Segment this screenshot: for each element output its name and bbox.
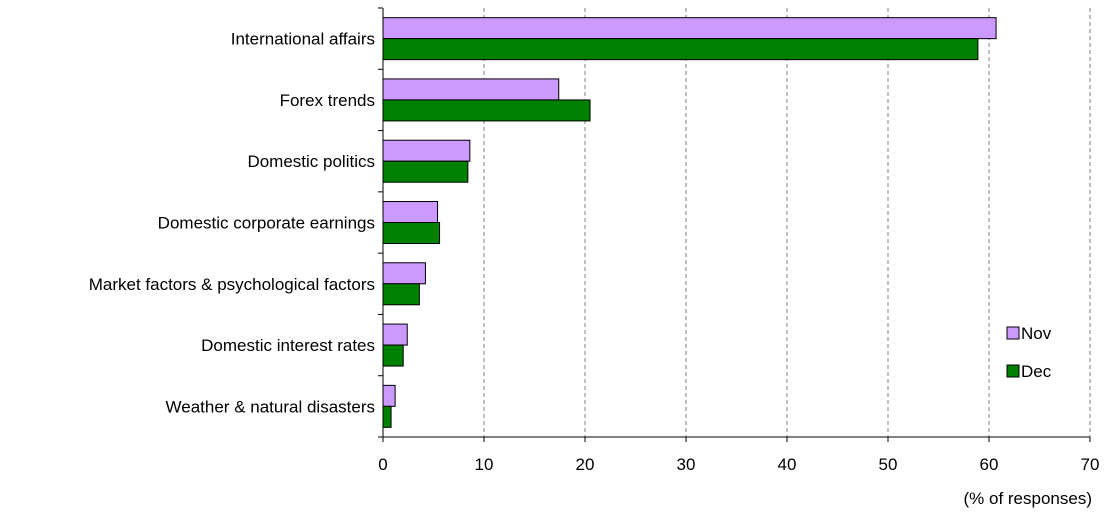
category-label: Forex trends <box>280 91 375 110</box>
category-label: Domestic politics <box>247 152 375 171</box>
bar-dec <box>382 160 469 183</box>
legend: Nov Dec <box>1006 324 1052 381</box>
x-tick-label: 30 <box>677 455 696 474</box>
bar-dec <box>382 344 404 367</box>
x-tick-label: 40 <box>778 455 797 474</box>
bar-dec <box>382 222 441 244</box>
bar-dec <box>382 405 392 428</box>
legend-swatch-dec <box>1006 364 1020 378</box>
x-tick-label: 0 <box>378 455 387 474</box>
x-axis-title: (% of responses) <box>964 489 1093 508</box>
x-tick-labels: 0 10 20 30 40 50 60 70 <box>378 455 1099 474</box>
bar-nov <box>382 78 560 101</box>
category-label: Domestic corporate earnings <box>158 214 375 233</box>
category-label: Domestic interest rates <box>201 336 375 355</box>
bar-dec <box>382 99 591 122</box>
bar-nov <box>382 262 426 285</box>
axes <box>378 7 1091 442</box>
bar-nov <box>382 384 396 407</box>
category-label: Weather & natural disasters <box>166 397 375 416</box>
legend-label-dec: Dec <box>1021 362 1052 381</box>
legend-swatch-nov <box>1006 326 1020 340</box>
x-tick-label: 10 <box>475 455 494 474</box>
category-label: International affairs <box>231 30 375 49</box>
bar-dec <box>382 38 979 61</box>
x-tick-label: 70 <box>1081 455 1100 474</box>
bars <box>382 17 997 428</box>
bar-dec <box>382 283 420 306</box>
x-tick-label: 60 <box>980 455 999 474</box>
bar-nov <box>382 17 997 40</box>
bar-nov <box>382 139 471 162</box>
bar-nov <box>382 323 408 346</box>
legend-label-nov: Nov <box>1021 324 1052 343</box>
x-tick-label: 50 <box>879 455 898 474</box>
category-labels: International affairs Forex trends Domesti… <box>89 30 375 417</box>
bar-nov <box>382 201 439 223</box>
category-label: Market factors & psychological factors <box>89 275 375 294</box>
gridlines <box>483 8 1091 437</box>
x-tick-label: 20 <box>576 455 595 474</box>
